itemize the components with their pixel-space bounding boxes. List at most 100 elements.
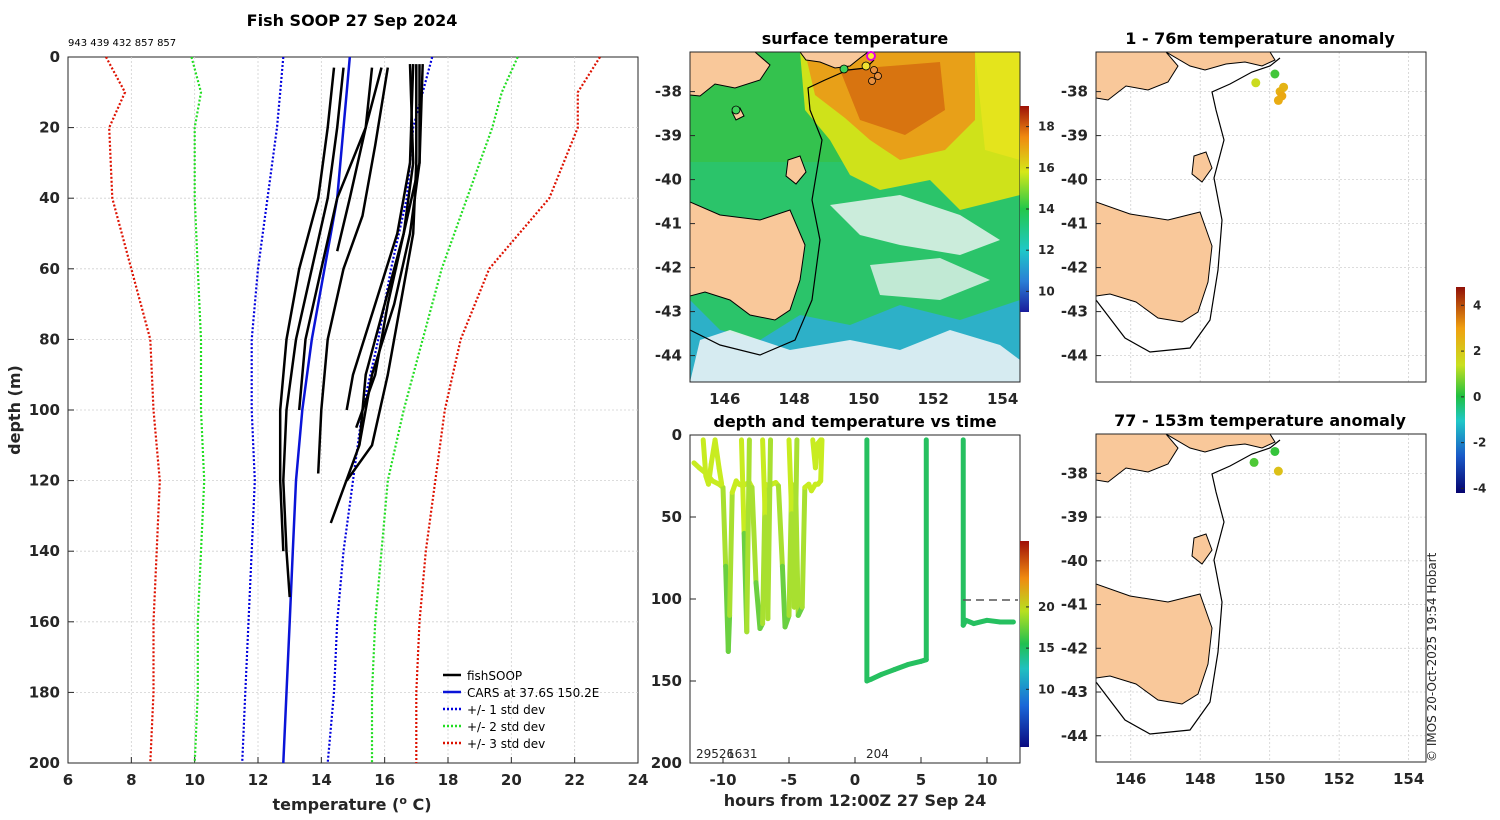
anom-deep-map: 77 - 153m temperature anomaly -38-39-40-… <box>1061 411 1427 788</box>
sst-east-band <box>975 52 1020 160</box>
map-xtick-label: 152 <box>918 390 949 408</box>
profile-legend: fishSOOP CARS at 37.6S 150.2E +/- 1 std … <box>443 669 599 751</box>
ts-track-segment <box>716 465 725 487</box>
map-xtick-label: 148 <box>779 390 810 408</box>
map-ytick-label: -40 <box>655 171 682 189</box>
map-ytick-label: -38 <box>1061 464 1088 482</box>
cb-tick-label: 18 <box>1038 120 1055 134</box>
sst-y-ticks: -38 -39 -40 -41 -42 -43 -44 <box>655 83 695 365</box>
sst-marker-5 <box>868 77 876 85</box>
profile-series <box>105 56 601 764</box>
sst-marker-highlight <box>866 51 876 61</box>
sst-marker-4 <box>874 72 882 80</box>
profile-xtick-label: 18 <box>438 771 459 789</box>
ts-track-segment <box>749 484 759 586</box>
map-ytick-label: -41 <box>655 215 682 233</box>
sst-title: surface temperature <box>762 29 949 48</box>
sst-x-ticks: 146 148 150 152 154 <box>709 390 1018 408</box>
map-xtick-label: 154 <box>987 390 1018 408</box>
anom-shallow-point <box>1273 95 1283 105</box>
sst-land-victoria <box>690 52 771 97</box>
anom-deep-points <box>1249 446 1283 476</box>
profile-xlabel: temperature (o C) <box>272 794 431 814</box>
sst-cloud-mid2 <box>870 258 990 300</box>
a2-land-flinders <box>1191 533 1213 565</box>
fishsoop-profile <box>297 67 374 411</box>
sst-marker-3 <box>870 66 878 74</box>
profile-xlabel-tail: C) <box>407 795 432 814</box>
a2-land-gippsland <box>1165 434 1276 453</box>
series--1-std <box>326 56 434 764</box>
sst-colorbar <box>1020 106 1029 312</box>
profile-ytick-label: 200 <box>29 754 60 772</box>
fishsoop-profile <box>345 64 415 411</box>
map-xtick-label: 150 <box>848 390 879 408</box>
cb-tick-label: 4 <box>1473 298 1481 312</box>
anom-deep-x-ticks: 146 148 150 152 154 <box>1115 770 1424 788</box>
profile-xtick-label: 14 <box>311 771 332 789</box>
series--1-std <box>241 56 285 764</box>
sst-station-markers <box>731 51 882 115</box>
anom-colorbar-group: 4 2 0 -2 -4 <box>1456 287 1486 495</box>
copyright-label: © IMOS 20-Oct-2025 19:54 Hobart <box>1425 552 1439 762</box>
anom-deep-title: 77 - 153m temperature anomaly <box>1114 411 1406 430</box>
profile-ytick-label: 100 <box>29 401 60 419</box>
cb-tick-label: 0 <box>1473 390 1481 404</box>
a1-land-tasmania <box>1096 201 1213 323</box>
sst-cloud-south <box>690 330 1020 382</box>
cb-tick-label: 12 <box>1038 243 1055 257</box>
a1-land-flinders <box>1191 151 1213 183</box>
ts-track-segment <box>753 580 763 632</box>
map-ytick-label: -39 <box>655 127 682 145</box>
ts-x-ticks: -10 -5 0 5 10 <box>709 757 997 789</box>
legend-std1: +/- 1 std dev <box>467 703 545 717</box>
map-ytick-label: -38 <box>1061 83 1088 101</box>
profile-ytick-label: 120 <box>29 472 60 490</box>
profile-title: Fish SOOP 27 Sep 2024 <box>247 11 458 30</box>
fishsoop-profile <box>345 64 418 482</box>
profile-xtick-label: 24 <box>628 771 649 789</box>
ts-track-segment <box>786 437 795 517</box>
map-xtick-label: 152 <box>1324 770 1355 788</box>
map-ytick-label: -39 <box>1061 508 1088 526</box>
sst-hot-core <box>840 62 945 135</box>
ts-track-segment <box>815 437 824 446</box>
fishsoop-profile <box>282 67 345 598</box>
ts-xtick-label: 5 <box>916 771 926 789</box>
profile-xtick-label: 12 <box>248 771 269 789</box>
map-xtick-label: 154 <box>1393 770 1424 788</box>
sst-marker-kingisland <box>731 105 741 115</box>
ts-track-segment <box>791 437 800 610</box>
a2-land-tasmania <box>1096 583 1213 705</box>
anom-deep-point <box>1273 466 1283 476</box>
map-ytick-label: -41 <box>1061 596 1088 614</box>
ts-xtick-label: -10 <box>709 771 736 789</box>
series--3-std <box>105 56 161 764</box>
profile-x-ticks: 6 8 10 12 14 16 18 20 22 24 <box>63 757 649 789</box>
profile-ytick-label: 20 <box>39 119 60 137</box>
map-ytick-label: -42 <box>655 259 682 277</box>
ts-y-ticks: 0 50 100 150 200 <box>651 426 696 772</box>
anom-shallow-map: 1 - 76m temperature anomaly -38 -39 -40 -41… <box>1061 29 1427 383</box>
profile-ytick-label: 80 <box>39 330 60 348</box>
anom-shallow-points <box>1251 69 1289 105</box>
map-xtick-label: 146 <box>709 390 740 408</box>
fishsoop-profile <box>278 67 336 552</box>
map-ytick-label: -44 <box>1061 727 1088 745</box>
ts-colorbar <box>1020 541 1029 747</box>
map-ytick-label: -38 <box>655 83 682 101</box>
map-ytick-label: -40 <box>1061 171 1088 189</box>
sst-marker-1 <box>839 64 849 74</box>
map-ytick-label: -44 <box>1061 347 1088 365</box>
ts-track-segment <box>760 437 768 520</box>
a1-shelf-contour <box>1096 57 1281 353</box>
fishsoop-profile <box>358 64 424 446</box>
ts-track-segment <box>712 437 722 471</box>
cb-tick-label: 2 <box>1473 344 1481 358</box>
ts-ytick-label: 50 <box>661 508 682 526</box>
map-ytick-label: -42 <box>1061 259 1088 277</box>
ts-xlabel: hours from 12:00Z 27 Sep 24 <box>724 791 986 810</box>
profile-xtick-label: 6 <box>63 771 73 789</box>
ts-ytick-label: 150 <box>651 672 682 690</box>
anom-deep-land <box>1096 434 1281 735</box>
